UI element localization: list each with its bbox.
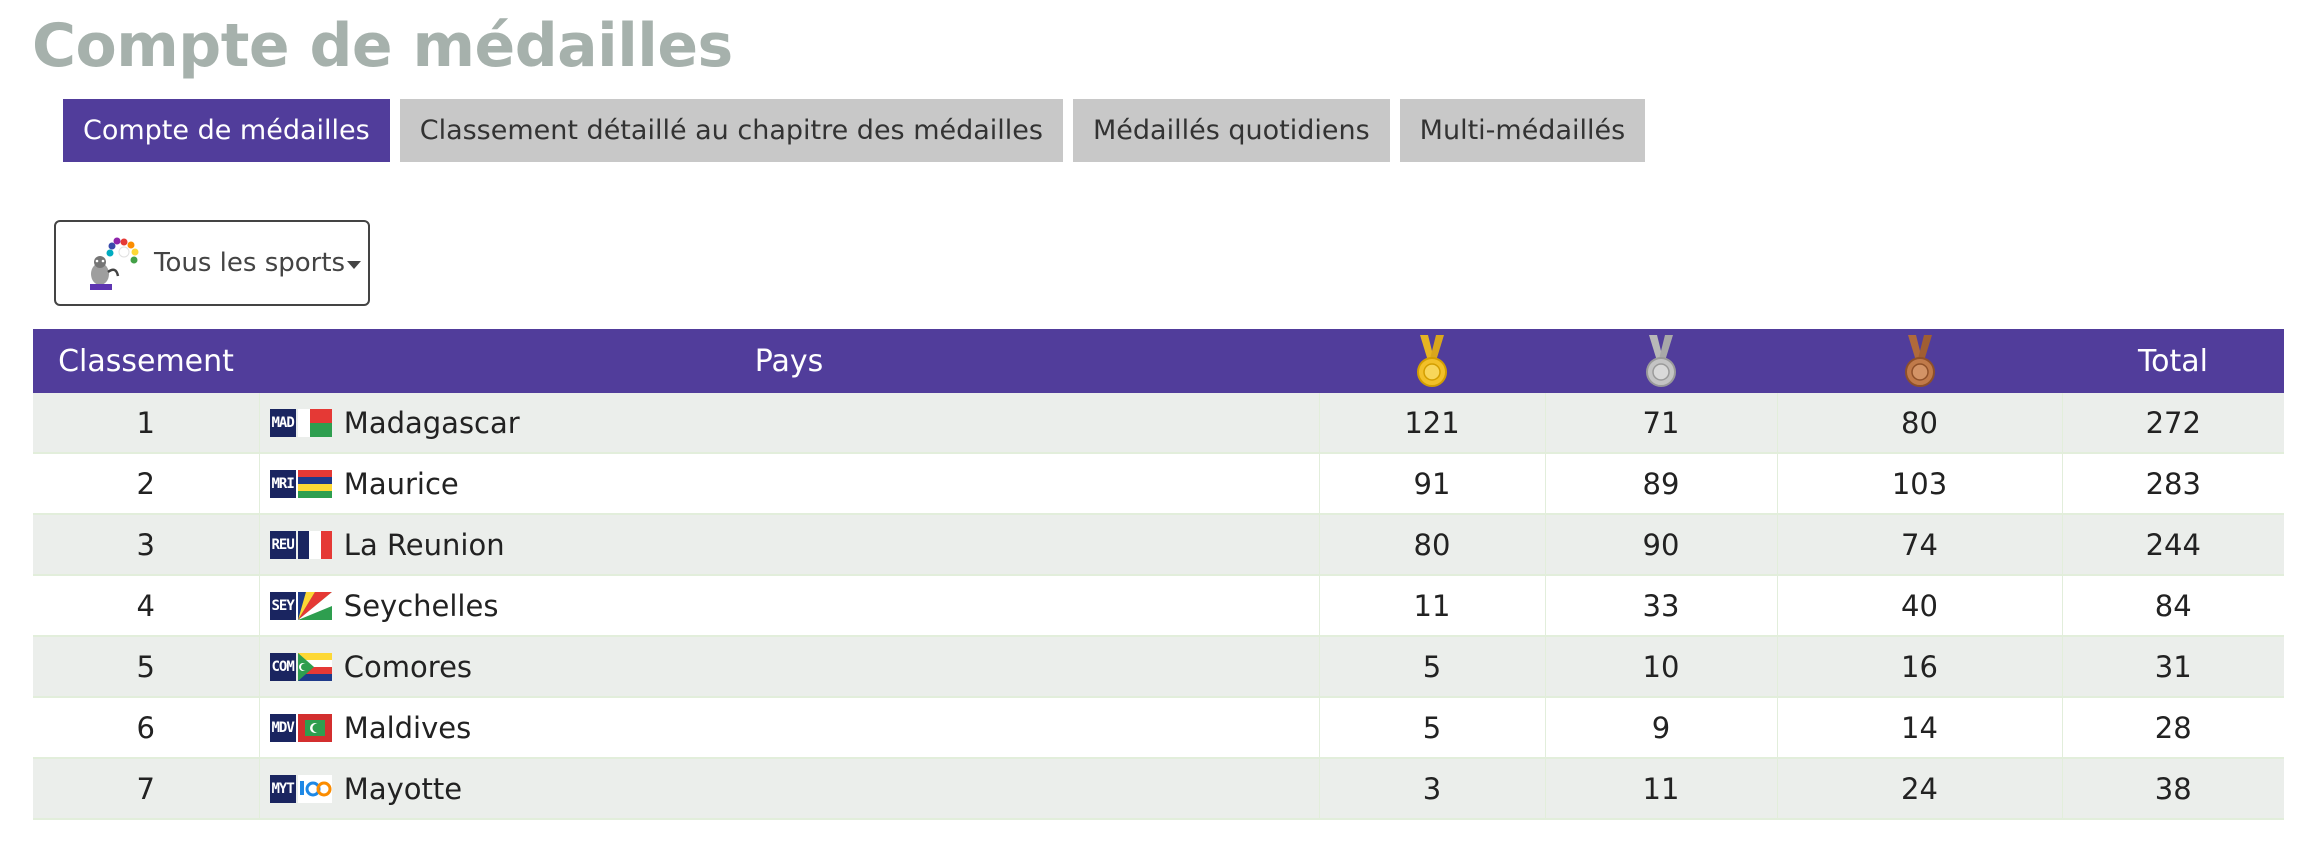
table-row: 1 MAD Madagascar 121 71 80 272	[33, 393, 2284, 454]
country-column-header: Pays	[259, 329, 1319, 393]
page-title: Compte de médailles	[32, 11, 733, 81]
madagascar-flag-icon	[297, 408, 332, 437]
country-name[interactable]: Maldives	[343, 710, 472, 745]
tab-daily-medalists[interactable]: Médaillés quotidiens	[1073, 99, 1390, 162]
seychelles-flag-icon	[297, 591, 332, 620]
reunion-flag-icon	[297, 530, 332, 559]
total-count-cell: 244	[2062, 514, 2284, 576]
tab-medal-count[interactable]: Compte de médailles	[63, 99, 390, 162]
table-row: 3 REU La Reunion 80 90 74 244	[33, 514, 2284, 576]
country-name[interactable]: Mayotte	[343, 771, 463, 806]
gold-count-cell: 80	[1319, 514, 1546, 576]
silver-count-cell: 9	[1545, 697, 1778, 759]
mayotte-flag-icon	[297, 774, 332, 803]
sport-filter-label: Tous les sports	[154, 248, 346, 278]
bronze-count-cell: 103	[1777, 453, 2063, 515]
rank-cell: 5	[33, 636, 260, 698]
total-column-header: Total	[2062, 329, 2284, 393]
country-code: MRI	[269, 469, 296, 498]
country-name[interactable]: Comores	[343, 649, 473, 684]
table-row: 4 SEY Seychelles 11 33 40 84	[33, 575, 2284, 637]
table-row: 2 MRI Maurice 91 89 103 283	[33, 453, 2284, 515]
total-count-cell: 38	[2062, 758, 2284, 820]
gold-medal-icon	[1417, 335, 1447, 387]
country-code: MDV	[269, 713, 296, 742]
total-count-cell: 283	[2062, 453, 2284, 515]
maldives-flag-icon	[297, 713, 332, 742]
total-count-cell: 28	[2062, 697, 2284, 759]
country-cell: MRI Maurice	[259, 453, 1320, 515]
silver-medal-icon	[1646, 335, 1676, 387]
rank-cell: 6	[33, 697, 260, 759]
tab-detailed-ranking[interactable]: Classement détaillé au chapitre des méda…	[399, 99, 1063, 162]
table-row: 5 COM Comores 5 10	[33, 636, 2284, 698]
gold-count-cell: 11	[1319, 575, 1546, 637]
gold-count-cell: 3	[1319, 758, 1546, 820]
total-count-cell: 84	[2062, 575, 2284, 637]
rank-cell: 2	[33, 453, 260, 515]
tab-multi-medalists[interactable]: Multi-médaillés	[1399, 99, 1646, 162]
country-code: SEY	[269, 591, 296, 620]
country-cell: MAD Madagascar	[259, 393, 1320, 454]
bronze-column-header	[1777, 329, 2062, 393]
bronze-medal-icon	[1904, 335, 1935, 387]
country-code: COM	[269, 652, 296, 681]
total-count-cell: 31	[2062, 636, 2284, 698]
silver-count-cell: 89	[1545, 453, 1778, 515]
sport-filter-dropdown[interactable]: Tous les sports	[54, 220, 370, 306]
gold-count-cell: 5	[1319, 636, 1546, 698]
gold-count-cell: 121	[1319, 393, 1546, 454]
mauritius-flag-icon	[297, 469, 332, 498]
country-code: MYT	[269, 774, 296, 803]
games-mascot-logo-icon	[90, 237, 139, 290]
silver-count-cell: 33	[1545, 575, 1778, 637]
table-header-row: Classement Pays	[33, 329, 2284, 393]
country-cell: MDV Maldives	[259, 697, 1320, 759]
rank-cell: 1	[33, 393, 260, 454]
silver-column-header	[1545, 329, 1777, 393]
bronze-count-cell: 16	[1777, 636, 2063, 698]
tab-bar: Compte de médailles Classement détaillé …	[63, 99, 1646, 162]
rank-cell: 7	[33, 758, 260, 820]
rank-cell: 4	[33, 575, 260, 637]
country-name[interactable]: Madagascar	[343, 405, 520, 440]
silver-count-cell: 11	[1545, 758, 1778, 820]
rank-column-header: Classement	[33, 329, 259, 393]
country-name[interactable]: Maurice	[343, 466, 459, 501]
country-code: REU	[269, 530, 296, 559]
bronze-count-cell: 14	[1777, 697, 2063, 759]
country-cell: SEY Seychelles	[259, 575, 1320, 637]
silver-count-cell: 71	[1545, 393, 1778, 454]
gold-count-cell: 5	[1319, 697, 1546, 759]
country-name[interactable]: La Reunion	[343, 527, 505, 562]
country-code: MAD	[269, 408, 296, 437]
gold-count-cell: 91	[1319, 453, 1546, 515]
gold-column-header	[1319, 329, 1545, 393]
comoros-flag-icon	[297, 652, 332, 681]
medal-table: Classement Pays	[33, 329, 2284, 820]
country-name[interactable]: Seychelles	[343, 588, 499, 623]
country-cell: COM Comores	[259, 636, 1320, 698]
table-row: 7 MYT Mayotte 3 11 24 38	[33, 758, 2284, 820]
caret-down-icon	[347, 260, 362, 269]
bronze-count-cell: 40	[1777, 575, 2063, 637]
total-count-cell: 272	[2062, 393, 2284, 454]
silver-count-cell: 10	[1545, 636, 1778, 698]
country-cell: MYT Mayotte	[259, 758, 1320, 820]
table-row: 6 MDV Maldives 5 9 14 28	[33, 697, 2284, 759]
bronze-count-cell: 80	[1777, 393, 2063, 454]
silver-count-cell: 90	[1545, 514, 1778, 576]
bronze-count-cell: 24	[1777, 758, 2063, 820]
bronze-count-cell: 74	[1777, 514, 2063, 576]
rank-cell: 3	[33, 514, 260, 576]
country-cell: REU La Reunion	[259, 514, 1320, 576]
